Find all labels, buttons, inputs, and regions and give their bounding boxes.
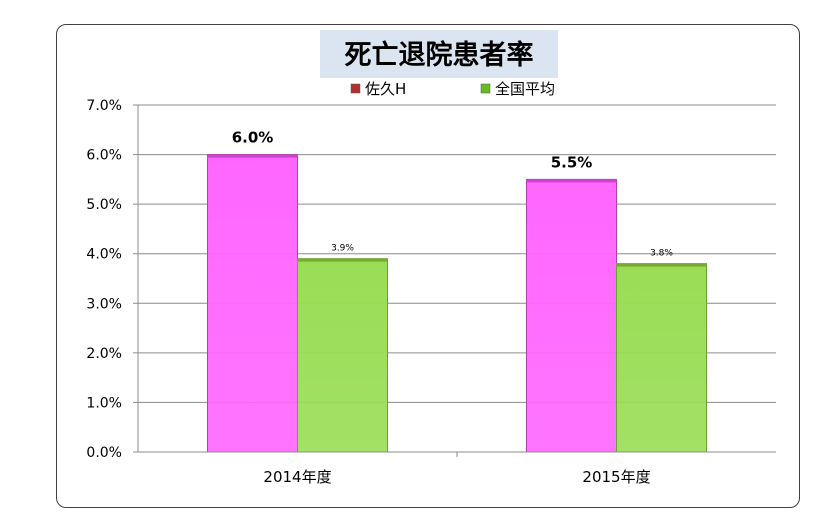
bar-top-edge xyxy=(207,154,298,158)
y-tick-label: 2.0% xyxy=(86,346,122,362)
x-axis: 2014年度 2015年度 xyxy=(138,451,776,486)
legend-swatch xyxy=(480,83,491,94)
bar xyxy=(526,178,617,453)
y-tick-label: 5.0% xyxy=(86,197,122,213)
bar xyxy=(616,263,707,453)
bar-top-edge xyxy=(526,179,617,183)
data-label: 5.5% xyxy=(551,153,593,171)
legend-label: 佐久H xyxy=(365,80,406,98)
y-axis: 0.0% 1.0% 2.0% 3.0% 4.0% 5.0% 6.0% 7.0% xyxy=(86,98,139,461)
data-label: 3.8% xyxy=(650,249,673,259)
y-tick-label: 0.0% xyxy=(86,445,122,461)
y-tick-label: 1.0% xyxy=(86,395,122,411)
bars: 6.0% 3.9% 5.5% 3.8% xyxy=(207,129,707,453)
chart-title: 死亡退院患者率 xyxy=(345,39,534,71)
y-tick-label: 6.0% xyxy=(86,148,122,164)
legend-swatch xyxy=(350,83,361,94)
bar-top-edge xyxy=(616,263,707,267)
y-tick-label: 7.0% xyxy=(86,98,122,114)
y-tick-label: 4.0% xyxy=(86,247,122,263)
bar-top-edge xyxy=(297,258,388,262)
y-tick-label: 3.0% xyxy=(86,296,122,312)
data-label: 6.0% xyxy=(232,129,274,147)
x-tick-label: 2014年度 xyxy=(263,468,331,486)
data-label: 3.9% xyxy=(331,244,354,254)
x-tick-label: 2015年度 xyxy=(582,468,650,486)
chart-title-background xyxy=(320,30,558,78)
bar xyxy=(297,258,388,453)
legend: 佐久H 全国平均 xyxy=(350,80,555,98)
bar xyxy=(207,154,298,453)
legend-label: 全国平均 xyxy=(495,80,555,98)
